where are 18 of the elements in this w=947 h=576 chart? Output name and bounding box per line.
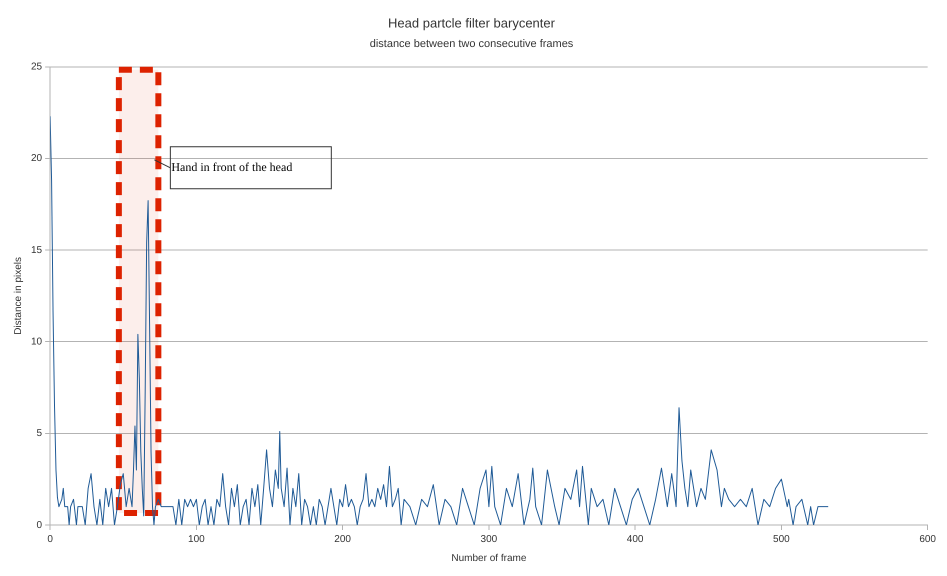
y-tick-label: 10: [31, 336, 43, 348]
y-tick-label: 5: [36, 428, 43, 440]
x-tick-label: 200: [334, 534, 352, 545]
y-tick-label: 0: [36, 520, 43, 531]
x-tick-label: 400: [626, 534, 644, 545]
y-axis-title: Distance in pixels: [12, 256, 24, 335]
x-tick-label: 100: [188, 534, 206, 545]
chart-title: Head partcle filter barycenter: [388, 15, 556, 30]
x-tick-label: 0: [47, 534, 54, 545]
x-tick-label: 600: [919, 534, 936, 545]
x-tick-label: 300: [480, 534, 498, 545]
chart-subtitle: distance between two consecutive frames: [370, 38, 574, 50]
x-axis-title: Number of frame: [451, 552, 527, 564]
y-tick-label: 20: [31, 153, 43, 164]
x-tick-label: 500: [773, 534, 790, 545]
y-tick-label: 15: [31, 244, 43, 256]
band-label: Hand in front of the head: [171, 160, 292, 174]
y-tick-label: 25: [31, 62, 43, 73]
